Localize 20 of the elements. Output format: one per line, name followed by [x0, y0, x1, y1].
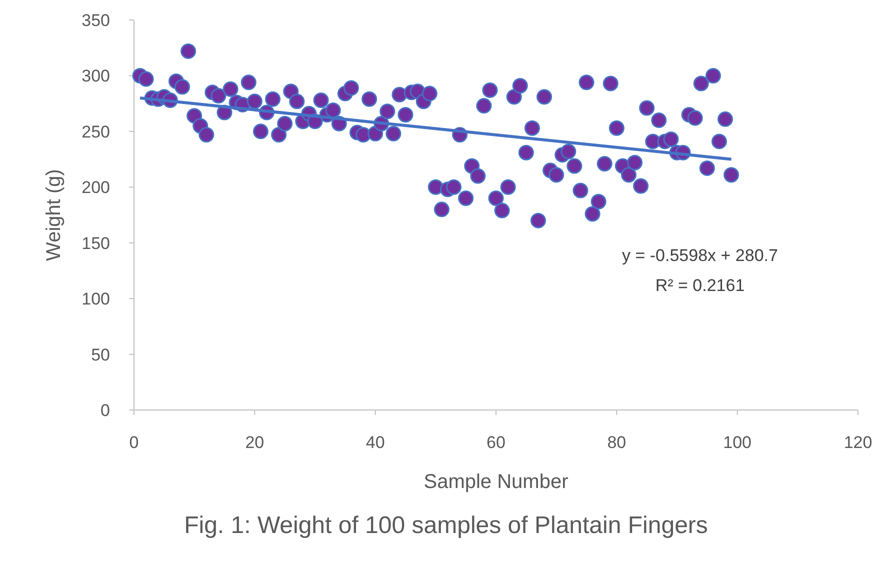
annotation: y = -0.5598x + 280.7	[622, 246, 778, 265]
y-tick-label: 250	[82, 122, 110, 142]
x-tick-label: 120	[844, 433, 872, 452]
x-tick-label: 80	[607, 433, 626, 452]
y-tick-label: 0	[100, 401, 110, 420]
x-tick-label: 0	[129, 433, 139, 452]
y-tick-label: 350	[82, 11, 110, 30]
x-tick-label: 60	[486, 433, 506, 452]
x-tick-label: 40	[366, 433, 385, 452]
x-tick-label: 20	[245, 433, 264, 452]
x-axis-title: Sample Number	[424, 471, 569, 493]
y-tick-label: 300	[82, 66, 110, 86]
y-axis-title: Weight (g)	[43, 169, 65, 261]
y-tick-label: 50	[91, 345, 110, 364]
x-tick-label: 100	[723, 433, 752, 452]
y-tick-label: 100	[82, 290, 110, 309]
y-tick-label: 150	[82, 234, 110, 253]
annotation: R² = 0.2161	[655, 276, 745, 295]
text: Fig. 1: Weight of 100 samples of Plantain Fingers	[184, 512, 708, 539]
y-tick-label: 200	[82, 178, 110, 198]
